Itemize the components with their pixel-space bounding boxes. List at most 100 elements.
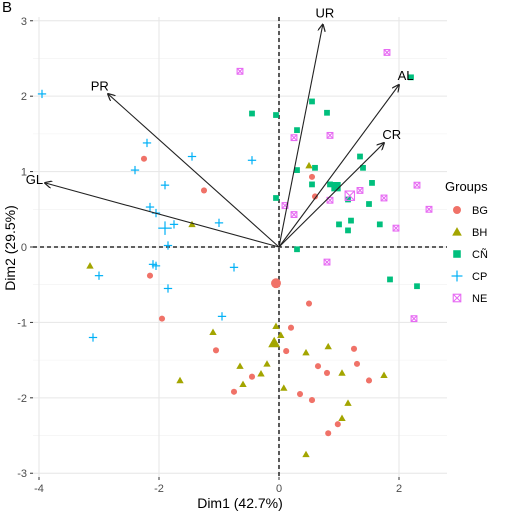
marker-stroke — [281, 202, 289, 209]
data-point — [249, 110, 255, 117]
data-point — [146, 272, 154, 279]
group-centroid — [331, 181, 341, 192]
marker-shape — [365, 377, 373, 384]
marker-shape — [366, 201, 372, 207]
marker-shape — [302, 348, 310, 356]
marker-shape — [312, 164, 318, 171]
x-tick-label: 2 — [396, 483, 402, 495]
data-point — [336, 221, 342, 228]
marker-shape — [263, 360, 271, 367]
data-point — [229, 263, 239, 272]
marker-shape — [268, 336, 281, 348]
marker-shape — [325, 430, 332, 437]
data-point — [169, 220, 179, 229]
data-point — [353, 360, 361, 367]
marker-shape — [308, 397, 316, 404]
data-point — [86, 262, 94, 269]
marker-shape — [452, 227, 462, 236]
series-CÑ — [249, 74, 420, 290]
y-tick-label: 0 — [21, 242, 27, 254]
data-point — [408, 74, 414, 81]
data-point — [324, 109, 330, 116]
y-tick-label: -1 — [17, 317, 27, 329]
group-centroid — [158, 221, 172, 235]
data-point — [324, 342, 332, 350]
data-point — [357, 153, 363, 160]
data-point — [414, 283, 420, 290]
x-tick-label: 0 — [276, 483, 282, 495]
data-point — [360, 164, 366, 171]
marker-stroke — [326, 132, 334, 139]
data-point — [37, 89, 47, 99]
data-point — [145, 202, 155, 212]
marker-stroke — [425, 206, 433, 213]
marker-stroke — [392, 224, 400, 232]
data-point — [348, 217, 354, 224]
marker-box — [323, 258, 331, 266]
marker-shape — [376, 221, 383, 228]
y-axis-title: Dim2 (29.5%) — [2, 205, 18, 291]
data-point — [326, 131, 334, 139]
data-point — [273, 195, 279, 201]
data-point — [163, 284, 173, 293]
data-point — [158, 315, 166, 322]
marker-shape — [230, 388, 238, 395]
marker-shape — [380, 371, 388, 378]
data-point — [236, 362, 244, 369]
marker-shape — [305, 300, 313, 307]
x-tick-label: -2 — [154, 483, 164, 495]
marker-shape — [212, 347, 220, 354]
marker-shape — [176, 376, 184, 384]
marker-box — [344, 190, 356, 201]
data-point — [214, 218, 224, 228]
series-BG — [140, 155, 373, 437]
vector-arrow — [278, 25, 323, 248]
marker-shape — [302, 450, 310, 458]
marker-shape — [146, 272, 154, 279]
data-point — [140, 155, 148, 162]
data-point — [314, 363, 322, 370]
data-point — [392, 224, 400, 232]
group-centroid — [271, 278, 281, 289]
group-centroid — [268, 336, 281, 348]
marker-shape — [414, 283, 420, 290]
marker-shape — [209, 328, 217, 335]
data-point — [163, 241, 173, 250]
marker-shape — [140, 155, 148, 162]
marker-shape — [360, 164, 366, 171]
marker-shape — [277, 331, 285, 338]
marker-shape — [308, 173, 316, 180]
marker-stroke — [383, 49, 391, 56]
series-CP — [37, 89, 257, 342]
marker-shape — [369, 180, 375, 186]
loading-vector: UR — [278, 6, 334, 248]
data-point — [290, 211, 298, 219]
marker-shape — [283, 348, 290, 355]
marker-stroke — [410, 315, 418, 322]
vector-label: AL — [398, 68, 414, 83]
data-point — [350, 345, 358, 352]
marker-stroke — [236, 68, 244, 75]
marker-box — [290, 134, 298, 142]
marker-shape — [338, 414, 346, 421]
data-point — [305, 161, 313, 169]
marker-shape — [273, 195, 279, 201]
marker-shape — [334, 421, 341, 428]
data-point — [94, 271, 104, 280]
legend-item-CP: CP — [451, 270, 487, 283]
loading-vector: AL — [278, 68, 414, 248]
data-point — [280, 384, 288, 391]
marker-shape — [336, 221, 342, 228]
data-point — [272, 322, 280, 329]
marker-shape — [271, 278, 281, 289]
marker-shape — [294, 127, 300, 133]
marker-shape — [353, 360, 361, 367]
vector-label: PR — [91, 79, 109, 94]
data-point — [338, 414, 346, 421]
data-point — [217, 312, 227, 321]
data-point — [88, 333, 98, 342]
series-NE — [236, 49, 433, 323]
data-point — [273, 112, 279, 118]
legend-item-NE: NE — [452, 293, 487, 305]
vector-arrow — [278, 143, 384, 248]
